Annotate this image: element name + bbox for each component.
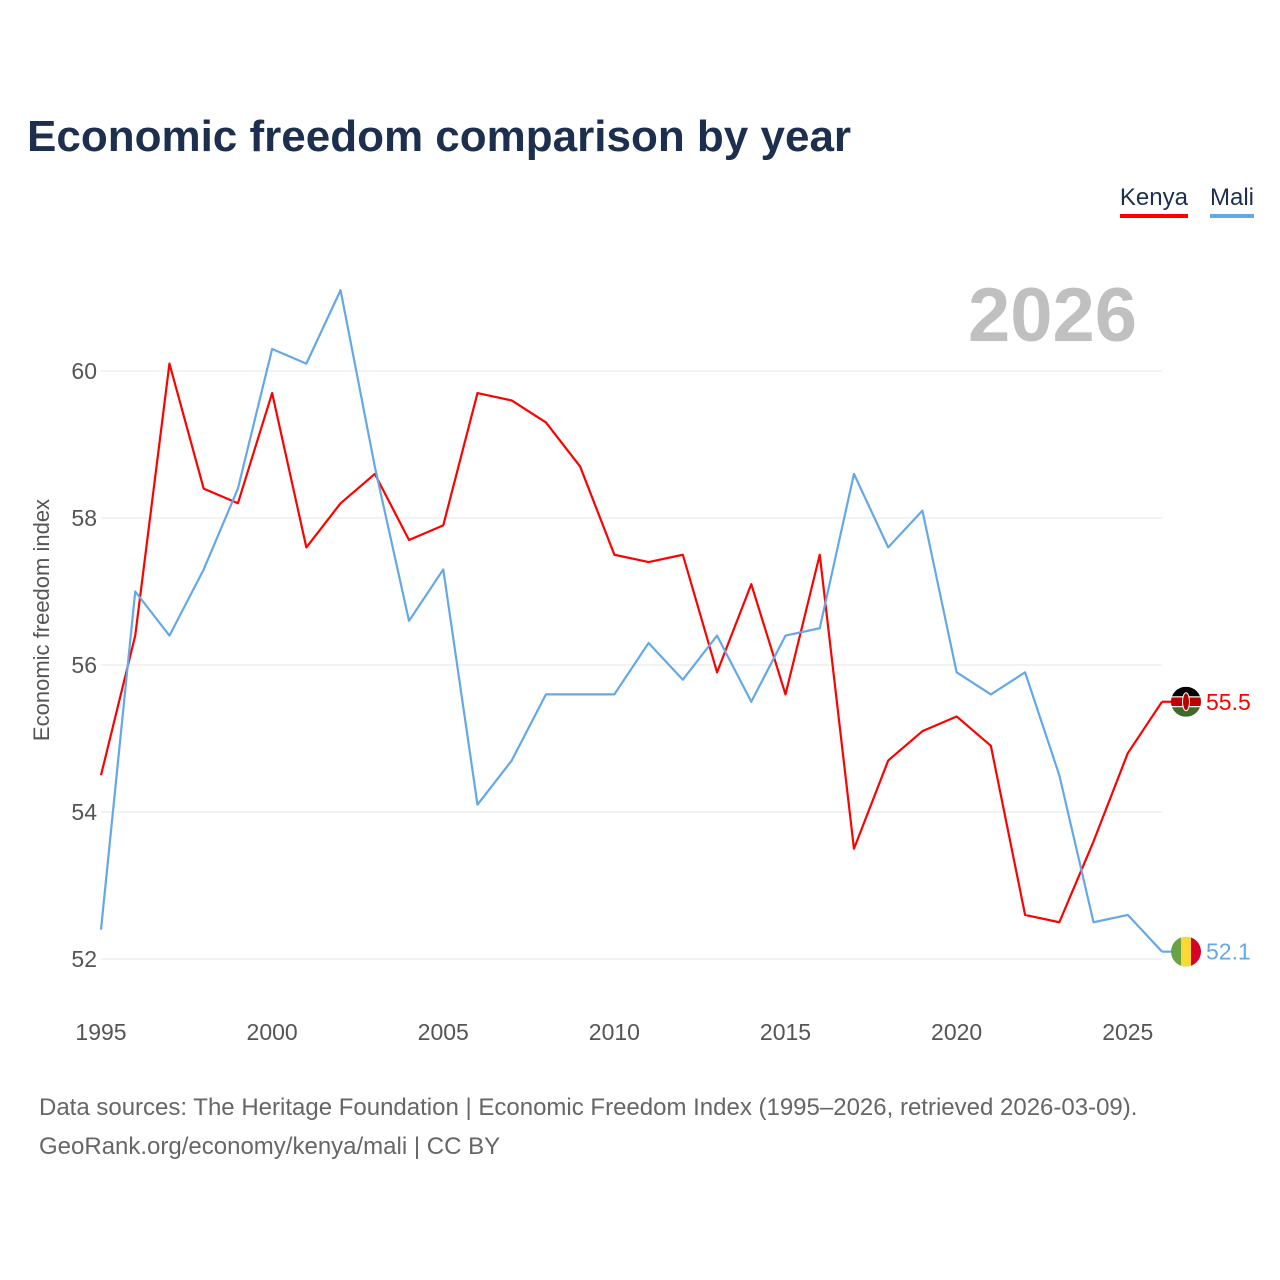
flag-shield — [1182, 692, 1190, 712]
y-tick-label: 54 — [71, 799, 97, 825]
x-tick-label: 2000 — [247, 1019, 298, 1045]
y-tick-label: 60 — [71, 358, 97, 384]
flag-body — [1171, 686, 1201, 717]
flag-stripe — [1171, 936, 1181, 967]
source-note: Data sources: The Heritage Foundation | … — [39, 1088, 1137, 1166]
flag-stripe — [1171, 706, 1201, 717]
end-value-label-mali: 52.1 — [1206, 939, 1251, 965]
x-tick-label: 2025 — [1102, 1019, 1153, 1045]
flag-stripe — [1191, 936, 1201, 967]
y-tick-label: 56 — [71, 652, 97, 678]
chart-title: Economic freedom comparison by year — [27, 112, 852, 161]
mali-flag-icon — [1171, 936, 1201, 967]
flag-body — [1171, 936, 1201, 967]
x-tick-label: 1995 — [75, 1019, 126, 1045]
flag-stripe — [1181, 936, 1191, 967]
legend: Kenya Mali — [1119, 184, 1254, 218]
y-tick-label: 52 — [71, 946, 97, 972]
legend-item-mali[interactable]: Mali — [1209, 184, 1254, 218]
end-value-label-kenya: 55.5 — [1206, 689, 1251, 715]
legend-item-kenya[interactable]: Kenya — [1119, 184, 1188, 218]
flag-stripe — [1171, 686, 1201, 697]
x-tick-label: 2005 — [418, 1019, 469, 1045]
source-line-2[interactable]: GeoRank.org/economy/kenya/mali | CC BY — [39, 1133, 501, 1160]
year-label: 2026 — [968, 273, 1138, 358]
x-tick-label: 2020 — [931, 1019, 982, 1045]
y-tick-label: 58 — [71, 505, 97, 531]
x-tick-label: 2015 — [760, 1019, 811, 1045]
series-line-mali — [99, 289, 1163, 953]
x-tick-label: 2010 — [589, 1019, 640, 1045]
kenya-flag-icon — [1171, 686, 1201, 717]
source-line-1: Data sources: The Heritage Foundation | … — [39, 1094, 1138, 1121]
series-line-kenya — [99, 362, 1163, 924]
